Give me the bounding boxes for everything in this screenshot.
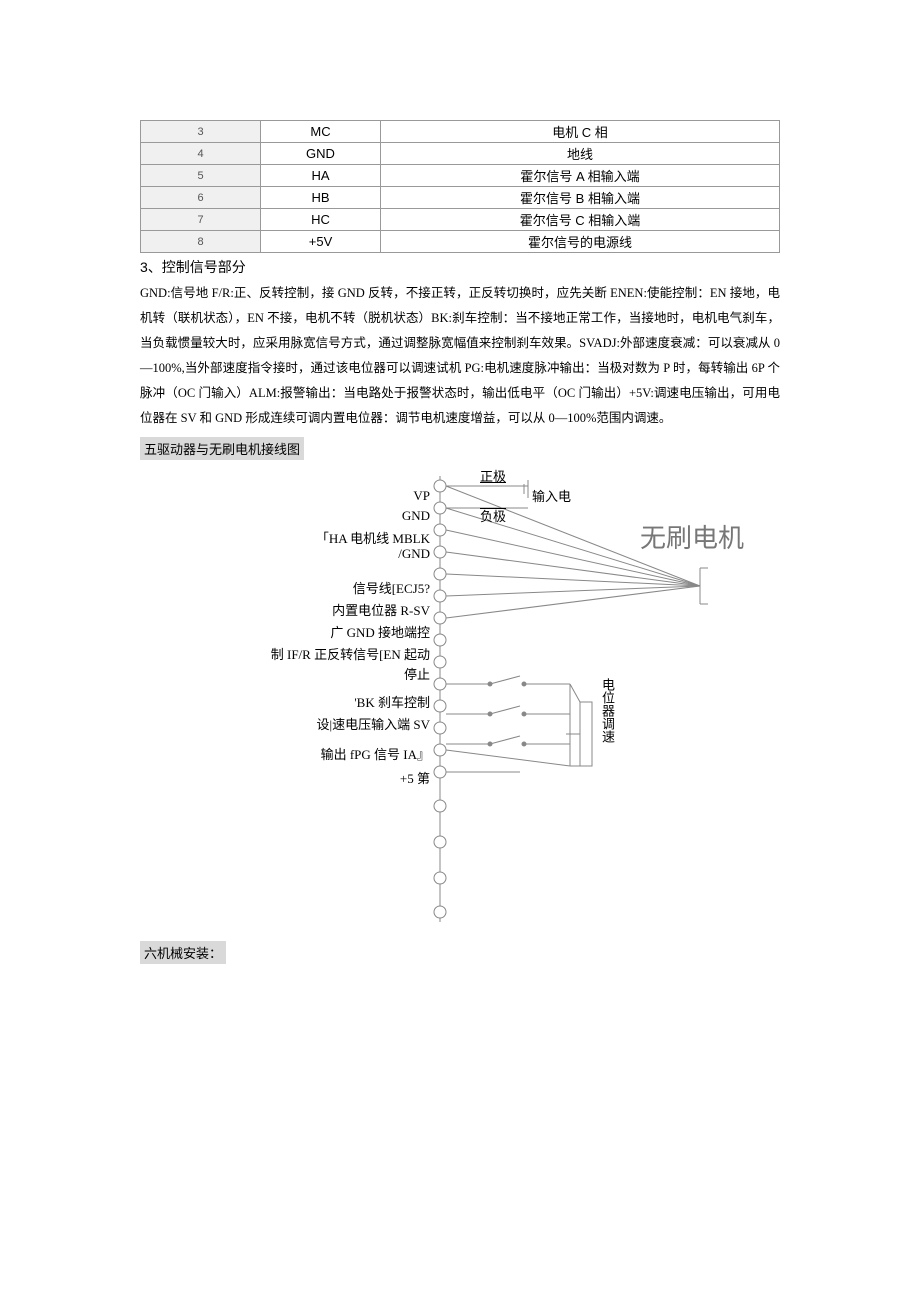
table-row: 5HA霍尔信号 A 相输入端 (141, 165, 780, 187)
cell-num: 3 (141, 121, 261, 143)
cell-desc: 霍尔信号 B 相输入端 (381, 187, 780, 209)
diagram-label-input: 输入电 (532, 486, 571, 505)
diagram-left-label: 广 GND 接地端控 (330, 622, 430, 641)
diagram-left-label: +5 第 (400, 768, 430, 787)
table-row: 3MC电机 C 相 (141, 121, 780, 143)
cell-desc: 地线 (381, 143, 780, 165)
cell-symbol: HA (261, 165, 381, 187)
section-3-title: 3、控制信号部分 (140, 257, 780, 277)
cell-symbol: GND (261, 143, 381, 165)
diagram-left-label: 停止 (404, 664, 430, 683)
cell-symbol: MC (261, 121, 381, 143)
cell-symbol: HC (261, 209, 381, 231)
diagram-left-label: VP (413, 488, 430, 504)
signal-table: 3MC电机 C 相4GND地线5HA霍尔信号 A 相输入端6HB霍尔信号 B 相… (140, 120, 780, 253)
cell-symbol: +5V (261, 231, 381, 253)
diagram-left-label: 输出 fPG 信号 IA』 (321, 744, 430, 763)
diagram-label-neg: 负极 (480, 506, 506, 525)
table-row: 7HC霍尔信号 C 相输入端 (141, 209, 780, 231)
cell-num: 8 (141, 231, 261, 253)
cell-num: 4 (141, 143, 261, 165)
diagram-left-label: GND (402, 508, 430, 524)
diagram-label-motor: 无刷电机 (640, 518, 744, 555)
section-5-title: 五驱动器与无刷电机接线图 (140, 437, 304, 460)
table-row: 4GND地线 (141, 143, 780, 165)
diagram-left-label: /GND (398, 546, 430, 562)
diagram-left-label: 'BK 刹车控制 (354, 692, 430, 711)
cell-symbol: HB (261, 187, 381, 209)
table-row: 8+5V霍尔信号的电源线 (141, 231, 780, 253)
cell-desc: 电机 C 相 (381, 121, 780, 143)
cell-desc: 霍尔信号 C 相输入端 (381, 209, 780, 231)
diagram-left-label: 信号线[ECJ5? (353, 578, 430, 597)
cell-desc: 霍尔信号 A 相输入端 (381, 165, 780, 187)
diagram-label-pos: 正极 (480, 466, 506, 485)
diagram-label-pot: 电位器调速 (598, 678, 617, 743)
control-signal-paragraph: GND:信号地 F/R:正、反转控制，接 GND 反转，不接正转，正反转切换时，… (140, 281, 780, 431)
table-row: 6HB霍尔信号 B 相输入端 (141, 187, 780, 209)
cell-num: 5 (141, 165, 261, 187)
diagram-left-label: 内置电位器 R-SV (332, 600, 430, 619)
cell-num: 7 (141, 209, 261, 231)
diagram-left-label: 制 IF/R 正反转信号[EN 起动 (271, 644, 430, 663)
wiring-diagram: VP GND 「HA 电机线 MBLK/GND 信号线[ECJ5? 内置电位器 R-SV… (140, 466, 780, 946)
diagram-left-label: 设|速电压输入端 SV (317, 714, 430, 733)
diagram-left-label: 「HA 电机线 MBLK (316, 528, 430, 547)
cell-num: 6 (141, 187, 261, 209)
cell-desc: 霍尔信号的电源线 (381, 231, 780, 253)
